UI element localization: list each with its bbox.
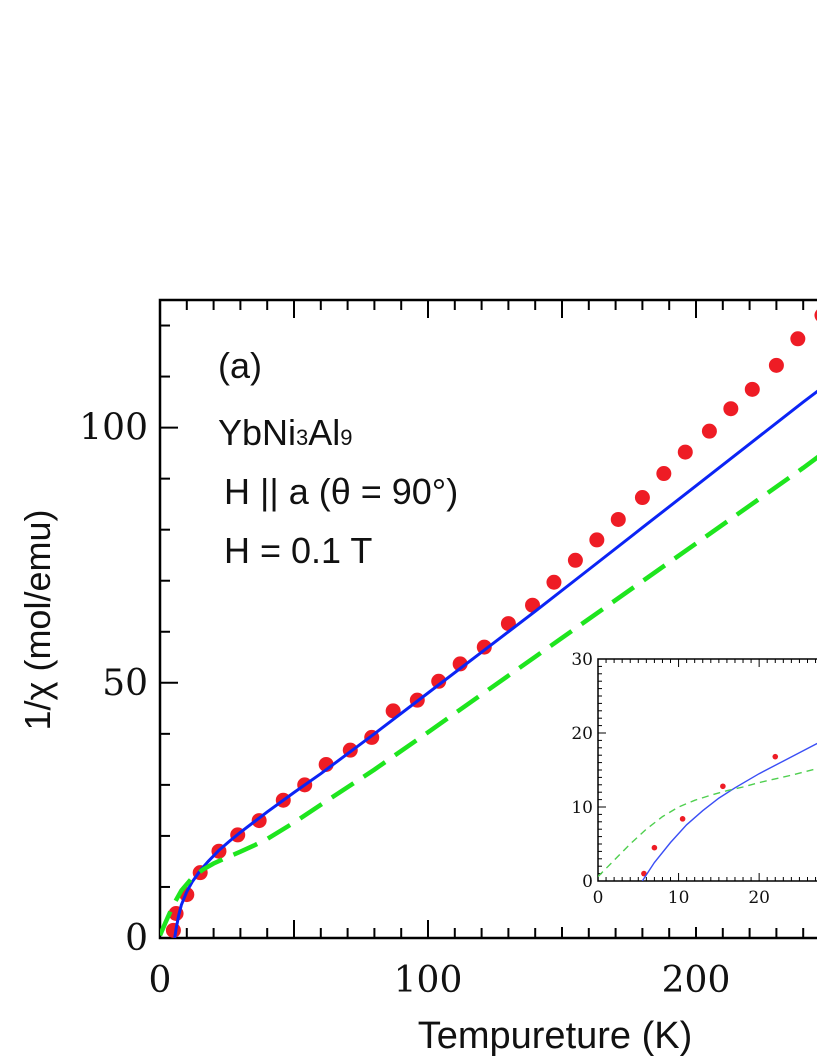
- y-axis-label: 1/χ (mol/emu): [17, 510, 58, 731]
- solid-fit-line: [173, 389, 817, 938]
- inset-series-group: [598, 742, 817, 881]
- dashed-fit-line: [160, 454, 817, 937]
- inset-data-point: [651, 844, 658, 851]
- data-point: [744, 381, 760, 397]
- field-strength-label: H = 0.1 T: [224, 530, 372, 571]
- inset-plot: 01020300102030: [560, 645, 817, 927]
- inset-data-point: [679, 816, 686, 822]
- data-point: [546, 574, 562, 590]
- data-point: [476, 639, 492, 655]
- compound-sub-2: 9: [340, 425, 352, 450]
- inset-background: [560, 645, 817, 927]
- data-point: [677, 444, 693, 460]
- data-point: [589, 532, 605, 548]
- inset-x-tick-label: 20: [748, 888, 770, 908]
- inset-dashed-fit-line: [598, 767, 817, 878]
- inset-x-tick-label: 0: [593, 888, 604, 908]
- data-point: [610, 511, 626, 527]
- inset-data-point: [772, 753, 779, 760]
- inset-solid-fit-line: [641, 742, 817, 881]
- compound-part-2: Al: [308, 412, 340, 453]
- data-point: [165, 922, 181, 938]
- inset-data-point: [720, 783, 726, 790]
- main-series-group: [160, 309, 817, 938]
- data-point: [567, 552, 583, 568]
- panel-label: (a): [218, 345, 262, 386]
- inset-x-tick-label: 10: [668, 888, 690, 908]
- inset-y-tick-label: 30: [571, 650, 593, 670]
- inset-y-tick-label: 20: [571, 724, 593, 744]
- data-point: [723, 401, 739, 417]
- inset-y-tick-label: 0: [582, 872, 593, 892]
- data-point: [656, 466, 672, 482]
- data-point: [385, 703, 401, 719]
- main-plot-frame: [158, 298, 817, 940]
- compound-sub-1: 3: [296, 425, 308, 450]
- inset-data-point: [641, 870, 647, 877]
- data-point: [634, 490, 650, 506]
- y-tick-label: 100: [79, 408, 148, 449]
- data-point: [768, 357, 784, 373]
- inset-y-tick-label: 10: [571, 798, 593, 818]
- x-tick-label: 0: [149, 960, 172, 1001]
- compound-label: YbNi3Al9: [218, 412, 353, 453]
- x-tick-label: 200: [662, 960, 731, 1001]
- y-tick-label: 50: [102, 663, 148, 704]
- data-point: [701, 423, 717, 439]
- data-point: [431, 673, 447, 689]
- compound-part-1: YbNi: [218, 412, 296, 453]
- x-tick-label: 100: [394, 960, 463, 1001]
- field-direction-label: H || a (θ = 90°): [224, 471, 458, 512]
- y-tick-label: 0: [125, 918, 148, 959]
- x-axis-label: Tempureture (K): [418, 1015, 693, 1057]
- data-point: [452, 656, 468, 672]
- data-point: [790, 331, 806, 347]
- data-point: [814, 309, 817, 321]
